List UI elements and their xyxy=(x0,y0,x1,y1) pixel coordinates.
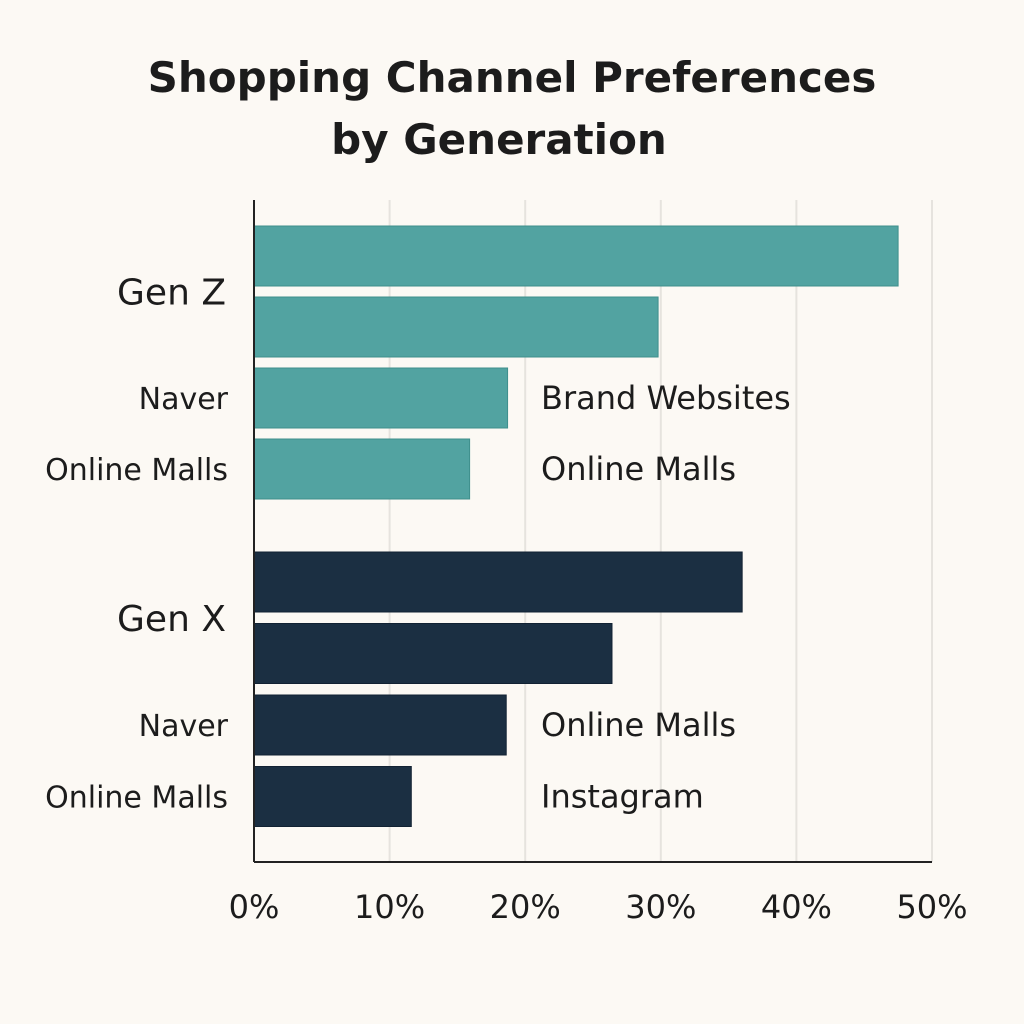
x-tick-label-10: 10% xyxy=(354,888,425,926)
x-tick-label-30: 30% xyxy=(625,888,696,926)
gen-z-bar-2 xyxy=(253,296,659,358)
bars xyxy=(253,225,899,827)
gen-x-bar-2 xyxy=(253,623,613,684)
gen-z-bar-1 xyxy=(253,225,899,287)
gen-x-bar-4 xyxy=(253,766,412,827)
gen-x-bar-3 xyxy=(253,694,507,756)
x-tick-label-40: 40% xyxy=(761,888,832,926)
gen-x-bar-1 xyxy=(253,551,743,613)
x-tick-label-50: 50% xyxy=(896,888,967,926)
chart-title-line-1: Shopping Channel Preferences xyxy=(148,53,877,102)
x-tick-label-0: 0% xyxy=(229,888,280,926)
gen-z-group-label: Gen Z xyxy=(117,273,226,314)
gen-x-right-label-3: Online Malls xyxy=(541,706,736,744)
gen-x-left-label-4: Online Malls xyxy=(45,781,228,816)
gen-z-left-label-3: Naver xyxy=(139,382,229,417)
gen-z-right-label-4: Online Malls xyxy=(541,450,736,488)
gen-z-right-label-3: Brand Websites xyxy=(541,379,791,417)
gen-z-left-label-4: Online Malls xyxy=(45,453,228,488)
x-tick-label-20: 20% xyxy=(490,888,561,926)
gen-x-right-label-4: Instagram xyxy=(541,778,704,816)
gen-x-left-label-3: Naver xyxy=(139,709,229,744)
chart-title: Shopping Channel Preferences by Generati… xyxy=(148,53,877,164)
chart-title-line-2: by Generation xyxy=(331,115,667,164)
gen-z-bar-4 xyxy=(253,438,471,500)
labels: 0% 10% 20% 30% 40% 50% Naver Brand Websites Onli… xyxy=(45,273,967,927)
gen-x-group-label: Gen X xyxy=(117,599,226,640)
gen-z-bar-3 xyxy=(253,367,509,429)
axes xyxy=(253,200,932,863)
